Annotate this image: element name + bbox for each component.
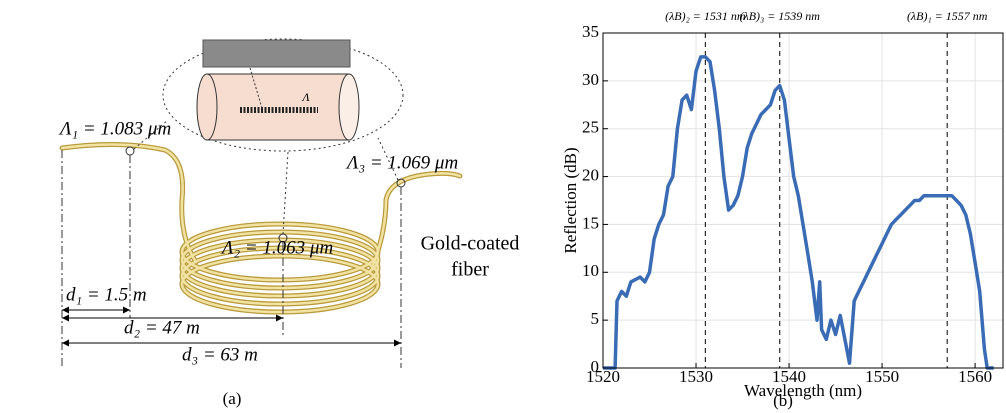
caption: (b) (773, 391, 793, 410)
marker-label: (λB)₁ = 1557 nm (907, 9, 988, 23)
marker-label: (λB)₃ = 1539 nm (740, 9, 821, 23)
cylinder-end (338, 73, 360, 141)
y-tick-label: 5 (591, 309, 600, 328)
cylinder-end (196, 73, 218, 141)
x-tick-label: 1520 (586, 367, 620, 386)
distance-label: d₃ = 63 m (182, 344, 258, 365)
x-tick-label: 1560 (958, 367, 992, 386)
data-line (603, 55, 994, 370)
zoom-label: Λ (301, 90, 310, 104)
x-tick-label: 1540 (772, 367, 806, 386)
caption: (a) (223, 389, 242, 408)
grating-label: Λ₁ = 1.083 μm (58, 118, 171, 139)
reference-lines (61, 150, 402, 368)
marker-label: (λB)₂ = 1531 nm (665, 9, 746, 23)
diagram: Λ Λ₁ = 1.083 μm Λ₂ = (58, 38, 520, 408)
fiber-label: fiber (451, 259, 489, 281)
grating-label: Λ₂ = 1.063 μm (220, 237, 333, 258)
distance-label: d₁ = 1.5 m (66, 284, 147, 305)
y-axis-label: Reflection (dB) (561, 147, 580, 253)
y-tick-label: 25 (582, 118, 599, 137)
y-tick-label: 20 (582, 165, 599, 184)
x-tick-label: 1530 (679, 367, 713, 386)
cylinder (206, 73, 350, 141)
y-tick-label: 10 (582, 261, 599, 280)
x-axis-label: Wavelength (nm) (744, 381, 862, 400)
cover-plate (202, 39, 351, 68)
zoom-ellipse (162, 38, 404, 152)
distance-arrows (62, 306, 401, 347)
x-tick-label: 1550 (865, 367, 899, 386)
coil (59, 141, 463, 315)
y-tick-label: 30 (582, 70, 599, 89)
distance-label: d₂ = 47 m (124, 317, 200, 338)
y-tick-label: 15 (582, 213, 599, 232)
y-tick-label: 35 (582, 22, 599, 41)
fiber-label: Gold-coated (421, 233, 520, 255)
plot-frame (602, 32, 1004, 369)
grating-label: Λ₃ = 1.069 μm (345, 152, 458, 173)
y-tick-label: 0 (591, 357, 600, 376)
leader (249, 67, 263, 109)
